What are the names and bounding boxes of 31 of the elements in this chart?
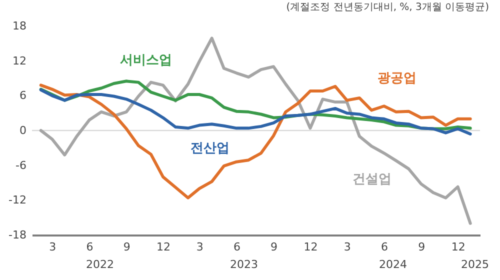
series-label: 서비스업 — [120, 53, 172, 68]
y-tick-label: 12 — [12, 54, 26, 68]
text: 2023 — [230, 258, 258, 271]
y-tick-label: -18 — [8, 228, 26, 242]
x-tick-label: 3 — [196, 240, 204, 254]
x-tick-label: 6 — [381, 240, 388, 254]
series-label: 광공업 — [378, 71, 416, 86]
x-tick-label: 3 — [344, 240, 351, 254]
x-tick-label: 12 — [451, 240, 466, 254]
chart-subtitle: (계절조정 전년동기대비, %, 3개월 이동평균) — [286, 2, 490, 13]
series-label: 전산업 — [190, 141, 230, 156]
x-tick-label: 9 — [418, 240, 426, 254]
text: 2025 — [461, 258, 489, 271]
series-label: 건설업 — [352, 172, 392, 187]
line-series — [39, 84, 472, 200]
y-tick-label: 6 — [20, 89, 26, 102]
x-tick-label: 9 — [270, 240, 278, 254]
x-tick-label: 9 — [123, 240, 130, 254]
y-tick-label: 18 — [12, 20, 26, 32]
x-tick-label: 6 — [86, 240, 94, 254]
y-tick-label: 0 — [20, 124, 26, 137]
text: 2024 — [379, 258, 407, 271]
line-series — [39, 36, 472, 225]
x-tick-label: 6 — [233, 240, 240, 254]
x-tick-label: 3 — [49, 240, 56, 254]
y-tick-label: -12 — [8, 194, 26, 207]
text: 2022 — [86, 258, 114, 271]
x-tick-label: 12 — [156, 240, 171, 254]
line-series — [39, 88, 472, 136]
y-tick-label: -6 — [16, 158, 26, 172]
x-tick-label: 12 — [304, 240, 318, 254]
